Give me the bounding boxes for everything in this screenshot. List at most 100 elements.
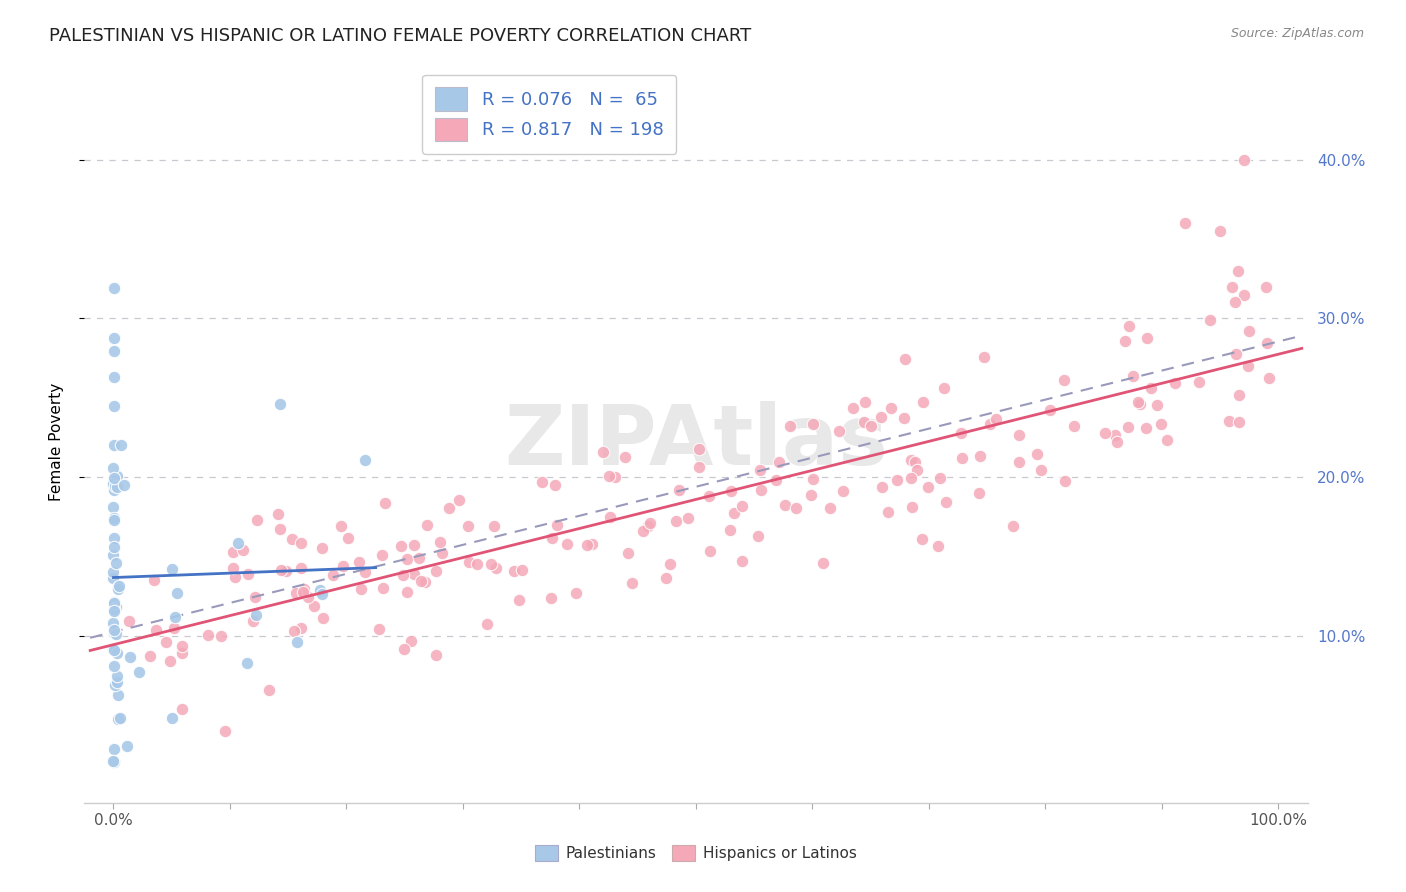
Hispanics or Latinos bbox=[222, 545, 245, 559]
Hispanics or Latinos bbox=[773, 498, 796, 512]
Hispanics or Latinos bbox=[290, 535, 312, 549]
Hispanics or Latinos bbox=[731, 554, 754, 568]
Hispanics or Latinos bbox=[831, 483, 853, 498]
Hispanics or Latinos bbox=[720, 483, 742, 498]
Hispanics or Latinos bbox=[654, 571, 676, 585]
Hispanics or Latinos bbox=[447, 492, 470, 507]
Palestinians bbox=[103, 597, 125, 611]
Hispanics or Latinos bbox=[270, 563, 292, 577]
Palestinians bbox=[103, 331, 125, 345]
Palestinians bbox=[166, 586, 188, 600]
Hispanics or Latinos bbox=[828, 425, 851, 439]
Palestinians bbox=[103, 343, 125, 358]
Palestinians bbox=[103, 642, 125, 657]
Hispanics or Latinos bbox=[330, 518, 353, 533]
Text: ZIPAtlas: ZIPAtlas bbox=[503, 401, 889, 482]
Hispanics or Latinos bbox=[1122, 368, 1144, 383]
Hispanics or Latinos bbox=[170, 702, 193, 716]
Palestinians bbox=[103, 438, 125, 452]
Hispanics or Latinos bbox=[402, 567, 425, 582]
Palestinians bbox=[103, 476, 125, 491]
Palestinians bbox=[103, 742, 125, 756]
Hispanics or Latinos bbox=[155, 635, 177, 649]
Palestinians bbox=[103, 604, 125, 618]
Hispanics or Latinos bbox=[413, 575, 436, 590]
Hispanics or Latinos bbox=[785, 500, 807, 515]
Hispanics or Latinos bbox=[477, 617, 499, 632]
Hispanics or Latinos bbox=[332, 558, 354, 573]
Hispanics or Latinos bbox=[425, 648, 447, 663]
Hispanics or Latinos bbox=[779, 418, 801, 433]
Hispanics or Latinos bbox=[979, 417, 1001, 431]
Hispanics or Latinos bbox=[353, 566, 375, 580]
Hispanics or Latinos bbox=[245, 591, 267, 605]
Hispanics or Latinos bbox=[312, 611, 335, 625]
Hispanics or Latinos bbox=[510, 563, 533, 577]
Hispanics or Latinos bbox=[1236, 359, 1258, 373]
Hispanics or Latinos bbox=[1146, 397, 1168, 411]
Hispanics or Latinos bbox=[1063, 419, 1085, 434]
Hispanics or Latinos bbox=[886, 473, 908, 487]
Hispanics or Latinos bbox=[402, 538, 425, 552]
Palestinians bbox=[103, 595, 125, 609]
Palestinians bbox=[103, 399, 125, 413]
Hispanics or Latinos bbox=[1054, 474, 1077, 488]
Hispanics or Latinos bbox=[900, 471, 922, 485]
Hispanics or Latinos bbox=[1232, 153, 1254, 167]
Palestinians bbox=[311, 587, 333, 601]
Hispanics or Latinos bbox=[1116, 420, 1139, 434]
Hispanics or Latinos bbox=[688, 459, 710, 474]
Hispanics or Latinos bbox=[852, 415, 875, 429]
Hispanics or Latinos bbox=[842, 401, 865, 415]
Palestinians bbox=[103, 626, 125, 640]
Hispanics or Latinos bbox=[429, 535, 451, 549]
Hispanics or Latinos bbox=[411, 574, 433, 589]
Hispanics or Latinos bbox=[1128, 395, 1150, 409]
Hispanics or Latinos bbox=[283, 624, 305, 639]
Hispanics or Latinos bbox=[616, 546, 638, 560]
Hispanics or Latinos bbox=[1129, 397, 1152, 411]
Hispanics or Latinos bbox=[1188, 375, 1211, 389]
Palestinians bbox=[103, 369, 125, 384]
Hispanics or Latinos bbox=[1227, 388, 1250, 402]
Hispanics or Latinos bbox=[482, 519, 505, 533]
Hispanics or Latinos bbox=[145, 623, 167, 637]
Hispanics or Latinos bbox=[697, 489, 720, 503]
Hispanics or Latinos bbox=[1008, 427, 1031, 442]
Hispanics or Latinos bbox=[1105, 435, 1128, 450]
Palestinians bbox=[103, 478, 125, 492]
Y-axis label: Female Poverty: Female Poverty bbox=[49, 383, 63, 500]
Hispanics or Latinos bbox=[901, 500, 924, 514]
Palestinians bbox=[236, 656, 259, 670]
Hispanics or Latinos bbox=[546, 517, 568, 532]
Hispanics or Latinos bbox=[749, 463, 772, 477]
Legend: Palestinians, Hispanics or Latinos: Palestinians, Hispanics or Latinos bbox=[529, 839, 863, 867]
Hispanics or Latinos bbox=[163, 621, 186, 635]
Palestinians bbox=[353, 452, 375, 467]
Hispanics or Latinos bbox=[347, 555, 370, 569]
Hispanics or Latinos bbox=[392, 568, 415, 582]
Palestinians bbox=[103, 754, 125, 768]
Palestinians bbox=[104, 556, 127, 570]
Hispanics or Latinos bbox=[395, 585, 418, 599]
Hispanics or Latinos bbox=[818, 500, 841, 515]
Hispanics or Latinos bbox=[1104, 428, 1126, 442]
Palestinians bbox=[128, 665, 150, 679]
Hispanics or Latinos bbox=[631, 524, 654, 538]
Hispanics or Latinos bbox=[1256, 335, 1278, 350]
Hispanics or Latinos bbox=[603, 470, 626, 484]
Hispanics or Latinos bbox=[860, 418, 883, 433]
Palestinians bbox=[104, 678, 127, 692]
Hispanics or Latinos bbox=[598, 469, 620, 483]
Hispanics or Latinos bbox=[984, 411, 1007, 425]
Hispanics or Latinos bbox=[935, 495, 957, 509]
Hispanics or Latinos bbox=[530, 475, 553, 489]
Hispanics or Latinos bbox=[911, 532, 934, 546]
Hispanics or Latinos bbox=[416, 517, 439, 532]
Hispanics or Latinos bbox=[425, 565, 447, 579]
Hispanics or Latinos bbox=[1218, 414, 1240, 428]
Hispanics or Latinos bbox=[465, 557, 488, 571]
Hispanics or Latinos bbox=[232, 542, 254, 557]
Hispanics or Latinos bbox=[540, 591, 562, 606]
Hispanics or Latinos bbox=[1094, 426, 1116, 441]
